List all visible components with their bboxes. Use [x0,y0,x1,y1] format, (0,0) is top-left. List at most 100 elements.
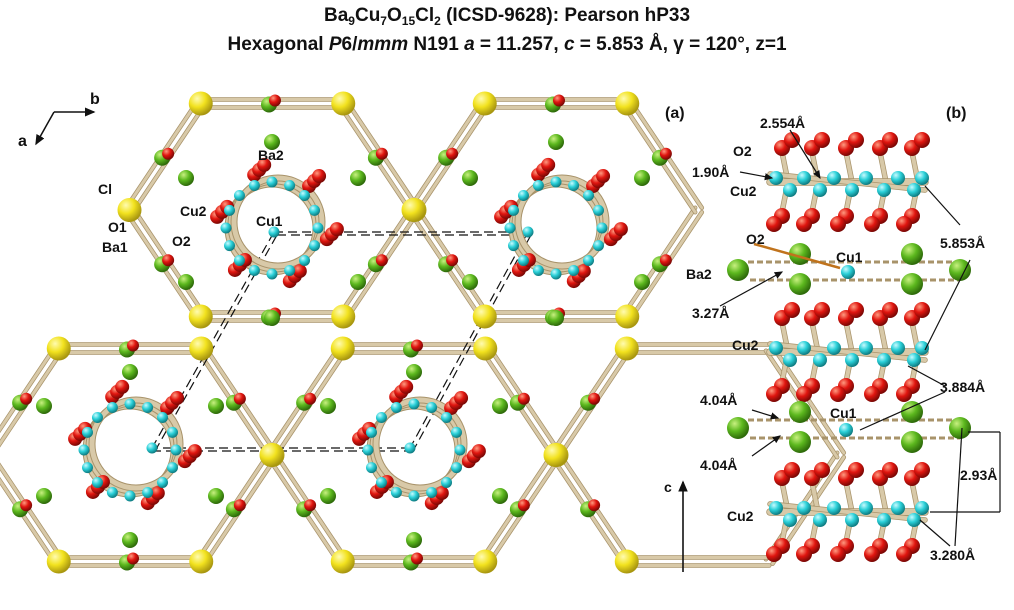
cu2-atom [308,240,320,252]
pointer-3884-b [859,391,946,431]
o2-atom [329,222,344,237]
cl-atom [46,549,71,574]
cu1-atom [404,442,416,454]
o1-atom [304,392,317,405]
cu2-atom [224,204,236,216]
o2-atom [766,216,782,232]
cu2-atom [390,486,402,498]
side-view-annotation-lines [719,129,1001,547]
o2-atom [864,216,880,232]
o1-atom [446,254,459,267]
distance-293: 2.93Å [960,467,997,483]
label-cu2-bottom: Cu2 [727,508,754,524]
cu2-atom [299,189,311,201]
cu2-atom [308,204,320,216]
o2-atom [896,216,912,232]
o2-atom [914,302,930,318]
ba2-atom [122,364,138,380]
a-axis-arrow [35,111,55,146]
bond [768,342,927,362]
ba2-atom [178,274,194,290]
o2-atom [830,216,846,232]
cu2-atom [508,240,520,252]
o2-atom [882,302,898,318]
o1-atom [127,552,139,565]
cu2-atom [157,477,169,489]
cu2-atom [366,462,378,474]
o2-atom [613,222,628,237]
cl-atom [543,443,568,467]
space-group-part: P [328,34,342,55]
cu2-atom [592,204,604,216]
cu2-atom [366,426,378,438]
formula-subscript: 2 [434,14,441,28]
cu2-atom [233,255,245,267]
pointer-3280 [919,519,951,547]
cl-atom [401,198,426,222]
bond [878,320,888,354]
cu2-atom [797,171,811,185]
distance-404-upper: 4.04Å [700,392,737,408]
o2-atom [766,386,782,402]
cu2-atom [845,513,859,527]
o2-atom [830,386,846,402]
cu1-atom [841,265,855,279]
o2-atom [434,486,449,501]
cu2-atom [390,402,402,414]
bond [0,349,64,447]
cu2-atom [312,222,324,234]
label-cu2-mid: Cu2 [732,337,759,353]
panel-b-side-view: (b) O2 2.554Å 1.90Å Cu2 O2 Cu1 5.853Å Ba… [664,105,1001,572]
bond [878,480,888,514]
o2-atom [312,169,327,184]
cu2-atom [426,402,438,414]
o1-atom [411,552,423,565]
distance-3884: 3.884Å [940,379,985,395]
cl-atom [614,549,639,574]
title-line-1-rest: (ICSD-9628): Pearson hP33 [440,5,691,26]
cu1-atom [522,226,534,238]
ring-bond [373,397,467,491]
ba2-atom [406,532,422,548]
ba2-atom [901,273,923,295]
ba2-atom [634,274,650,290]
cl-atom [331,304,356,329]
cu2-atom [266,268,278,280]
cu2-atom [82,426,94,438]
title-crystal-system: Hexagonal [227,34,329,55]
cu2-atom [504,222,516,234]
o2-atom [576,264,591,279]
o2-atom [882,132,898,148]
cl-atom [117,198,142,222]
ba2-atom [901,401,923,423]
title-space-group: P6/mmm [329,34,408,55]
label-o2: O2 [172,233,191,249]
cu2-atom [769,341,783,355]
cu2-atom [550,176,562,188]
cu2-atom [220,222,232,234]
o1-atom [446,147,459,160]
cu2-atom [408,490,420,502]
cu2-atom [248,264,260,276]
cu2-atom [106,486,118,498]
cu2-atom [441,477,453,489]
ba2-atom [350,274,366,290]
label-cl: Cl [98,181,112,197]
o2-atom [541,157,556,172]
o1-atom [20,392,33,405]
pointer-404-upper [751,409,780,420]
title-line-2: Hexagonal P6/mmm N191 a = 11.257, c = 5.… [0,33,1014,56]
formula-element: Cl [415,5,435,26]
title-a-symbol: a [464,34,475,55]
o2-atom [914,132,930,148]
o2-atom [399,379,414,394]
cu2-atom [568,180,580,192]
cl-atom [472,91,497,116]
cu2-atom [517,255,529,267]
cu2-atom [157,411,169,423]
cu2-atom [166,426,178,438]
ba2-atom [789,431,811,453]
ba2-atom [634,170,650,186]
cu2-atom [877,513,891,527]
